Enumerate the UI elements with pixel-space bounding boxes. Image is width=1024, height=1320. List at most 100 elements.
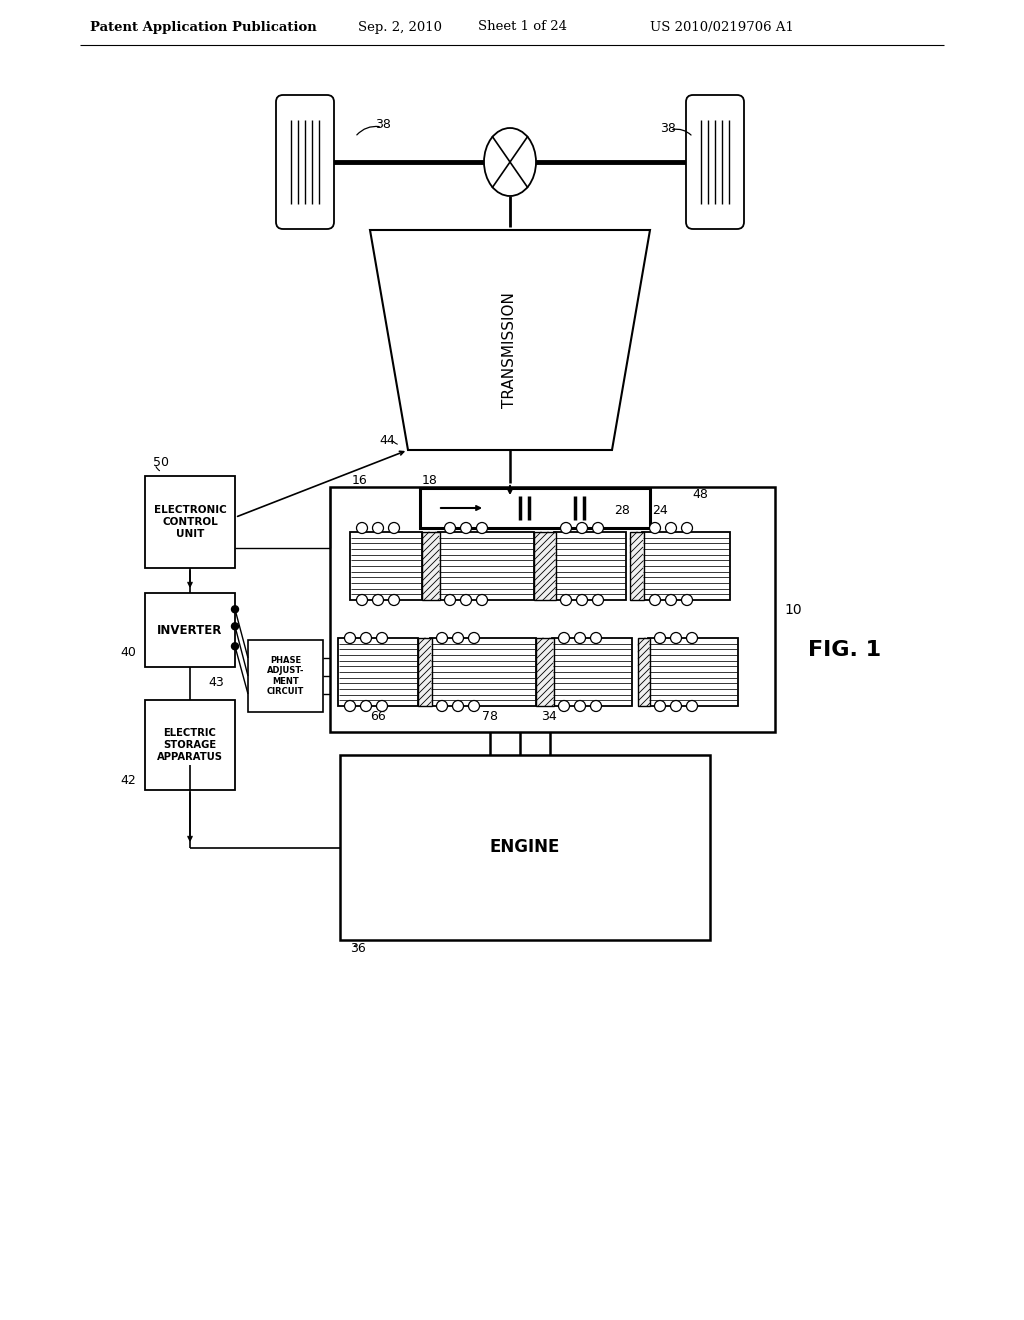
Polygon shape bbox=[370, 230, 650, 450]
Text: ELECTRONIC
CONTROL
UNIT: ELECTRONIC CONTROL UNIT bbox=[154, 506, 226, 539]
Text: Patent Application Publication: Patent Application Publication bbox=[90, 21, 316, 33]
Circle shape bbox=[377, 701, 387, 711]
Bar bbox=[648, 638, 738, 706]
Circle shape bbox=[671, 632, 682, 644]
Circle shape bbox=[360, 632, 372, 644]
Circle shape bbox=[686, 632, 697, 644]
Text: Sheet 1 of 24: Sheet 1 of 24 bbox=[478, 21, 567, 33]
Circle shape bbox=[593, 594, 603, 606]
Circle shape bbox=[444, 523, 456, 533]
Circle shape bbox=[649, 594, 660, 606]
Text: 66: 66 bbox=[370, 710, 386, 722]
Circle shape bbox=[231, 606, 239, 612]
Circle shape bbox=[388, 594, 399, 606]
Circle shape bbox=[436, 701, 447, 711]
Bar bbox=[248, 640, 323, 711]
Text: 34: 34 bbox=[541, 710, 557, 722]
Text: 40: 40 bbox=[120, 645, 136, 659]
Circle shape bbox=[654, 701, 666, 711]
Bar bbox=[145, 477, 234, 568]
Text: 78: 78 bbox=[482, 710, 498, 722]
Bar bbox=[145, 593, 234, 667]
Bar bbox=[422, 532, 440, 601]
FancyBboxPatch shape bbox=[276, 95, 334, 228]
Circle shape bbox=[591, 701, 601, 711]
Circle shape bbox=[560, 594, 571, 606]
Circle shape bbox=[558, 701, 569, 711]
Circle shape bbox=[574, 632, 586, 644]
Circle shape bbox=[593, 523, 603, 533]
Bar bbox=[642, 532, 730, 601]
Text: 28: 28 bbox=[614, 503, 630, 516]
Bar bbox=[430, 638, 536, 706]
Text: 43: 43 bbox=[208, 676, 224, 689]
Text: ENGINE: ENGINE bbox=[489, 838, 560, 857]
Ellipse shape bbox=[484, 128, 536, 195]
Bar bbox=[338, 638, 418, 706]
Circle shape bbox=[444, 594, 456, 606]
Circle shape bbox=[671, 701, 682, 711]
Text: 48: 48 bbox=[692, 488, 708, 502]
Bar bbox=[638, 638, 650, 706]
Circle shape bbox=[560, 523, 571, 533]
Text: 38: 38 bbox=[375, 119, 391, 132]
Circle shape bbox=[461, 523, 471, 533]
Circle shape bbox=[469, 632, 479, 644]
Circle shape bbox=[682, 594, 692, 606]
Circle shape bbox=[654, 632, 666, 644]
Circle shape bbox=[666, 594, 677, 606]
Circle shape bbox=[373, 523, 384, 533]
Circle shape bbox=[476, 594, 487, 606]
Circle shape bbox=[231, 623, 239, 630]
Circle shape bbox=[453, 701, 464, 711]
Bar bbox=[330, 487, 775, 733]
Text: Sep. 2, 2010: Sep. 2, 2010 bbox=[358, 21, 442, 33]
Text: 44: 44 bbox=[379, 433, 395, 446]
Circle shape bbox=[577, 594, 588, 606]
Text: US 2010/0219706 A1: US 2010/0219706 A1 bbox=[650, 21, 794, 33]
Circle shape bbox=[344, 701, 355, 711]
Bar bbox=[536, 638, 554, 706]
Circle shape bbox=[377, 632, 387, 644]
Text: 16: 16 bbox=[352, 474, 368, 487]
Text: 10: 10 bbox=[784, 602, 802, 616]
Text: 18: 18 bbox=[422, 474, 438, 487]
Bar bbox=[552, 638, 632, 706]
Text: 50: 50 bbox=[153, 455, 169, 469]
Text: TRANSMISSION: TRANSMISSION bbox=[503, 292, 517, 408]
Circle shape bbox=[356, 594, 368, 606]
Bar bbox=[630, 532, 644, 601]
Bar bbox=[420, 488, 650, 528]
Circle shape bbox=[649, 523, 660, 533]
Text: INVERTER: INVERTER bbox=[158, 623, 222, 636]
Circle shape bbox=[453, 632, 464, 644]
Circle shape bbox=[574, 701, 586, 711]
Circle shape bbox=[558, 632, 569, 644]
Bar bbox=[340, 755, 710, 940]
Bar bbox=[418, 638, 432, 706]
Circle shape bbox=[360, 701, 372, 711]
Circle shape bbox=[231, 643, 239, 649]
Circle shape bbox=[373, 594, 384, 606]
Bar bbox=[145, 700, 234, 789]
Circle shape bbox=[436, 632, 447, 644]
Circle shape bbox=[356, 523, 368, 533]
Text: 36: 36 bbox=[350, 941, 366, 954]
Circle shape bbox=[388, 523, 399, 533]
Circle shape bbox=[682, 523, 692, 533]
Text: ELECTRIC
STORAGE
APPARATUS: ELECTRIC STORAGE APPARATUS bbox=[157, 729, 223, 762]
Bar bbox=[350, 532, 422, 601]
Bar bbox=[554, 532, 626, 601]
Text: 24: 24 bbox=[652, 503, 668, 516]
Text: 38: 38 bbox=[660, 121, 676, 135]
Text: 42: 42 bbox=[120, 774, 136, 787]
Circle shape bbox=[666, 523, 677, 533]
Circle shape bbox=[344, 632, 355, 644]
Circle shape bbox=[476, 523, 487, 533]
Circle shape bbox=[577, 523, 588, 533]
FancyBboxPatch shape bbox=[686, 95, 744, 228]
Circle shape bbox=[591, 632, 601, 644]
Circle shape bbox=[469, 701, 479, 711]
Bar bbox=[534, 532, 556, 601]
Text: FIG. 1: FIG. 1 bbox=[808, 640, 882, 660]
